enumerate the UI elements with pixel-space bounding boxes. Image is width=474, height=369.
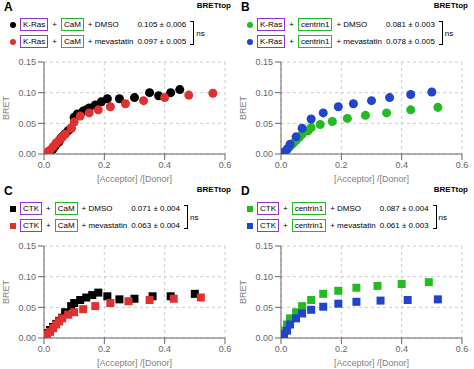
svg-text:0.4: 0.4 xyxy=(158,344,171,354)
html-text:ns: ns xyxy=(190,212,199,222)
svg-text:[Acceptor] /[Donor]: [Acceptor] /[Donor] xyxy=(97,358,172,368)
html-text:0.087 ± 0.004: 0.087 ± 0.004 xyxy=(379,204,429,213)
html-text:+ DMSO: + DMSO xyxy=(81,204,113,213)
svg-text:[Acceptor] /[Donor]: [Acceptor] /[Donor] xyxy=(334,358,409,368)
svg-text:0.05: 0.05 xyxy=(255,303,273,313)
html-text:CTK: CTK xyxy=(23,221,39,230)
html-text:+ DMSO: + DMSO xyxy=(330,204,361,213)
html-text:D: D xyxy=(241,184,250,198)
svg-text:0.10: 0.10 xyxy=(255,272,273,282)
svg-text:0.00: 0.00 xyxy=(18,333,36,343)
svg-text:BRET: BRET xyxy=(8,280,11,305)
svg-text:0.6: 0.6 xyxy=(219,344,232,354)
svg-text:0.4: 0.4 xyxy=(158,160,171,170)
svg-text:0.10: 0.10 xyxy=(18,88,36,98)
svg-text:0.05: 0.05 xyxy=(255,119,273,129)
html-text:0.078 ± 0.005: 0.078 ± 0.005 xyxy=(386,37,435,46)
svg-text:0.4: 0.4 xyxy=(395,160,408,170)
html-text:C: C xyxy=(4,184,13,198)
html-text:K-Ras: K-Ras xyxy=(260,37,283,46)
svg-text:0.00: 0.00 xyxy=(255,333,273,343)
html-text:BRETtop: BRETtop xyxy=(196,185,231,194)
html-text:CTK: CTK xyxy=(23,204,39,213)
html-text:CaM: CaM xyxy=(63,37,81,46)
svg-text:BRET: BRET xyxy=(238,280,248,305)
html-text:A: A xyxy=(4,0,13,14)
svg-text:[Acceptor] /[Donor]: [Acceptor] /[Donor] xyxy=(97,174,172,184)
svg-text:0.05: 0.05 xyxy=(18,303,36,313)
svg-text:0.15: 0.15 xyxy=(18,241,36,251)
svg-text:0.6: 0.6 xyxy=(456,160,466,170)
html-text:0.081 ± 0.003: 0.081 ± 0.003 xyxy=(386,20,435,29)
html-text:0.105 ± 0.006: 0.105 ± 0.006 xyxy=(137,20,187,29)
html-text:centrin1: centrin1 xyxy=(294,204,324,213)
html-text:CaM: CaM xyxy=(57,204,75,213)
html-text:BRETtop: BRETtop xyxy=(433,185,468,194)
html-text:+ mevastatin: + mevastatin xyxy=(336,37,382,46)
svg-text:0.15: 0.15 xyxy=(18,57,36,67)
svg-text:0.0: 0.0 xyxy=(38,344,51,354)
svg-text:0.0: 0.0 xyxy=(275,344,288,354)
html-text:B: B xyxy=(241,0,250,14)
html-text:0.071 ± 0.004: 0.071 ± 0.004 xyxy=(131,204,180,213)
html-text:+ mevastatin 0.063 ± 0.004: + mevastatin 0.063 ± 0.004 xyxy=(81,221,180,230)
svg-text:0.2: 0.2 xyxy=(335,344,348,354)
html-text:BRETtop: BRETtop xyxy=(433,1,468,10)
html-text:K-Ras: K-Ras xyxy=(23,20,46,29)
svg-text:0.15: 0.15 xyxy=(255,241,273,251)
svg-text:[Acceptor] /[Donor]: [Acceptor] /[Donor] xyxy=(334,174,409,184)
svg-text:0.05: 0.05 xyxy=(18,119,36,129)
svg-text:0.0: 0.0 xyxy=(275,160,288,170)
svg-text:0.10: 0.10 xyxy=(255,88,273,98)
svg-text:0.6: 0.6 xyxy=(219,160,232,170)
html-text:ns: ns xyxy=(444,28,454,38)
html-text:+ mevastatin 0.097 ± 0.005: + mevastatin 0.097 ± 0.005 xyxy=(87,37,187,46)
svg-text:0.00: 0.00 xyxy=(255,149,273,159)
html-text:+ DMSO: + DMSO xyxy=(336,20,368,29)
svg-text:0.4: 0.4 xyxy=(395,344,408,354)
html-text:centrin1: centrin1 xyxy=(300,20,330,29)
svg-text:BRET: BRET xyxy=(238,96,248,121)
html-text:BRETtop: BRETtop xyxy=(196,1,231,10)
svg-text:0.0: 0.0 xyxy=(38,160,51,170)
svg-text:BRET: BRET xyxy=(8,96,11,121)
svg-text:0.2: 0.2 xyxy=(98,344,111,354)
html-text:ns: ns xyxy=(196,28,205,38)
html-text:CTK: CTK xyxy=(260,204,276,213)
html-text:K-Ras: K-Ras xyxy=(260,20,283,29)
html-text:centrin1: centrin1 xyxy=(300,37,330,46)
html-text:+ DMSO: + DMSO xyxy=(87,20,119,29)
svg-text:0.2: 0.2 xyxy=(335,160,348,170)
svg-text:0.00: 0.00 xyxy=(18,149,36,159)
svg-text:0.15: 0.15 xyxy=(255,57,273,67)
svg-text:0.6: 0.6 xyxy=(456,344,466,354)
html-text:CTK: CTK xyxy=(260,221,276,230)
html-text:+ mevastatin 0.061 ± 0.003: + mevastatin 0.061 ± 0.003 xyxy=(330,221,429,230)
html-text:CaM: CaM xyxy=(57,221,75,230)
html-text:ns: ns xyxy=(438,212,447,222)
html-text:K-Ras: K-Ras xyxy=(23,37,46,46)
svg-text:0.2: 0.2 xyxy=(98,160,111,170)
html-text:CaM: CaM xyxy=(63,20,81,29)
html-text:centrin1: centrin1 xyxy=(294,221,324,230)
svg-text:0.10: 0.10 xyxy=(18,272,36,282)
